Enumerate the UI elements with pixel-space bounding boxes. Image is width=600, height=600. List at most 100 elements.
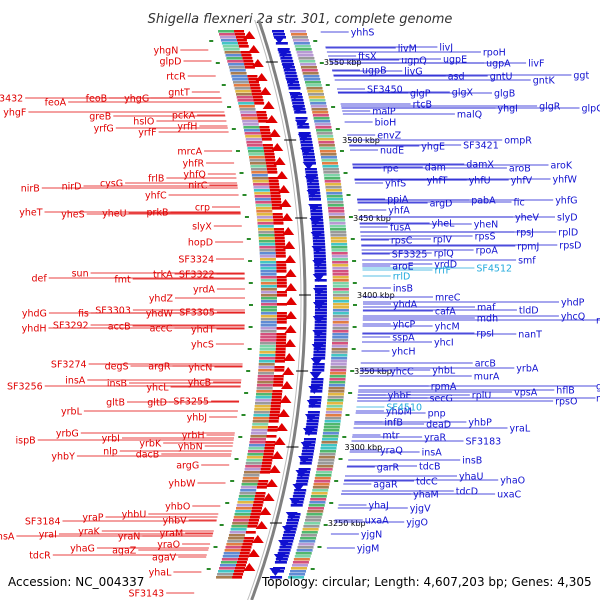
gene-label: yhcB [188,378,211,389]
gene-label: SF3324 [178,255,214,266]
gene-label: ftsX [358,52,377,63]
forward-gene-block [275,354,286,357]
category-band-left [253,417,270,420]
scale-ticks: 3550 kbp 3500 kbp 3450 kbp 3400 kbp 3350 kbp… [265,58,395,528]
gene-label: yhfS [385,179,406,190]
reverse-gene-arrow [295,470,308,478]
category-band-right [318,456,335,459]
reverse-gene-block [272,30,285,33]
category-band-right [330,366,347,369]
forward-gene-arrow [284,311,297,319]
tick-dash-left [246,370,251,372]
category-band-left [249,438,266,441]
reverse-gene-block [314,297,327,300]
category-band-left [249,444,265,447]
reverse-gene-block [313,351,326,354]
gene-label: livJ [439,43,453,54]
tick-dash-right [310,568,315,570]
gene-label: pckA [172,111,196,122]
gene-label: sspA [392,333,415,344]
forward-gene-block [241,546,252,549]
reverse-gene-block [282,534,295,537]
reverse-gene-block [299,462,312,465]
gene-label: yhbU [122,510,147,521]
gene-label: yhbE [388,391,412,402]
gene-label: yhfC [145,191,167,202]
forward-gene-block [262,144,273,147]
gene-label: insA [422,448,443,459]
category-band-left [232,78,249,81]
forward-gene-block [254,495,265,498]
forward-gene-block [234,570,245,573]
category-band-right [332,306,349,309]
gene-label: SF3183 [466,437,502,448]
tick-dash-left [246,238,251,240]
forward-gene-block [247,525,258,528]
category-band-right [330,237,347,240]
forward-gene-block [232,576,243,579]
label-leaders [16,31,600,594]
gene-label: prkB [147,208,169,219]
forward-gene-block [261,465,272,468]
category-band-left [220,561,237,564]
forward-gene-block [273,222,284,225]
forward-gene-block [272,393,283,396]
gene-label: gltB [106,398,125,409]
gene-label: yhbJ [187,413,207,424]
category-band-right [312,486,329,489]
gene-label: fis [78,309,89,320]
category-band-left [235,510,252,513]
gene-label: mreC [435,293,461,304]
forward-gene-arrow [279,395,292,403]
category-band-right [311,492,328,495]
forward-gene-block [276,270,287,273]
forward-gene-block [265,156,275,159]
category-band-right [331,243,348,246]
category-band-right [296,549,313,552]
forward-gene-arrow [255,521,268,529]
reverse-gene-block [314,270,327,273]
reverse-gene-block [315,300,327,303]
category-band-right [325,186,342,189]
gene-label: yhdH [22,324,47,335]
forward-gene-block [266,165,277,168]
forward-gene-block [275,243,286,246]
category-band-right [293,558,310,561]
gene-label: yraM [160,529,184,540]
category-band-right [332,276,349,279]
category-band-left [251,174,268,177]
category-band-left [240,486,257,489]
reverse-gene-block [280,57,293,60]
reverse-gene-arrow [312,260,325,268]
forward-gene-block [236,39,247,42]
gene-label: gntK [533,76,556,87]
category-band-left [260,264,277,267]
category-band-left [252,180,269,183]
category-band-right [331,342,348,345]
category-band-right [324,420,341,423]
category-band-left [260,318,277,321]
gene-label: yhcH [392,347,416,358]
forward-gene-block [270,408,281,411]
gene-label: rpsI [476,329,494,340]
gene-label: ugpB [362,66,387,77]
category-band-right [297,54,314,57]
forward-gene-arrow [268,465,281,473]
reverse-gene-block [313,258,326,261]
category-band-left [251,426,268,429]
gene-label: yheL [432,219,455,230]
gene-label: glgP [410,89,431,100]
category-band-left [253,189,270,192]
forward-gene-block [268,420,279,423]
forward-gene-arrow [284,283,297,291]
reverse-gene-block [314,321,327,324]
tick-dash-right [352,326,357,328]
category-band-left [239,492,256,495]
category-band-left [260,303,277,306]
gene-label: yhaG [70,544,95,555]
category-band-left [237,99,254,102]
reverse-gene-block [288,87,301,90]
tick-dash-right [346,194,351,196]
forward-gene-block [261,135,272,138]
